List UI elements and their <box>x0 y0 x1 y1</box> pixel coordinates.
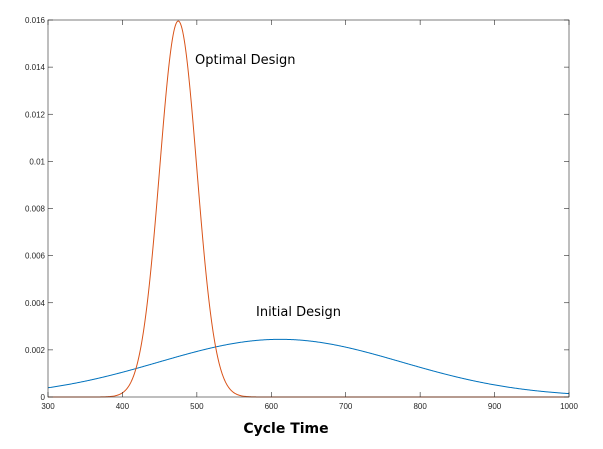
y-tick-label: 0 <box>41 393 46 402</box>
x-tick-label: 500 <box>190 402 204 411</box>
annotation-initial-design: Initial Design <box>256 305 341 320</box>
y-tick-label: 0.01 <box>29 157 45 166</box>
x-axis-title: Cycle Time <box>243 421 328 437</box>
y-tick-label: 0.008 <box>25 205 46 214</box>
x-tick-label: 900 <box>488 402 502 411</box>
series-line-initial-design <box>47 338 570 395</box>
x-tick-label: 300 <box>41 402 55 411</box>
ticks-layer: 300 400 500 600 700 800 900 1000 0 0.002 0.004 0.00… <box>25 16 578 411</box>
y-tick-label: 0.002 <box>25 346 46 355</box>
y-tick-label: 0.016 <box>25 16 46 25</box>
x-tick-label: 600 <box>265 402 279 411</box>
annotation-optimal-design: Optimal Design <box>195 53 295 68</box>
y-tick-label: 0.012 <box>25 110 46 119</box>
plot-frame <box>47 19 570 398</box>
x-tick-label: 700 <box>339 402 353 411</box>
y-tick-label: 0.014 <box>25 63 46 72</box>
y-tick-label: 0.006 <box>25 252 46 261</box>
x-tick-label: 800 <box>413 402 427 411</box>
y-tick-label: 0.004 <box>25 299 46 308</box>
x-tick-label: 1000 <box>560 402 578 411</box>
plot-area <box>48 20 569 397</box>
x-tick-label: 400 <box>116 402 130 411</box>
